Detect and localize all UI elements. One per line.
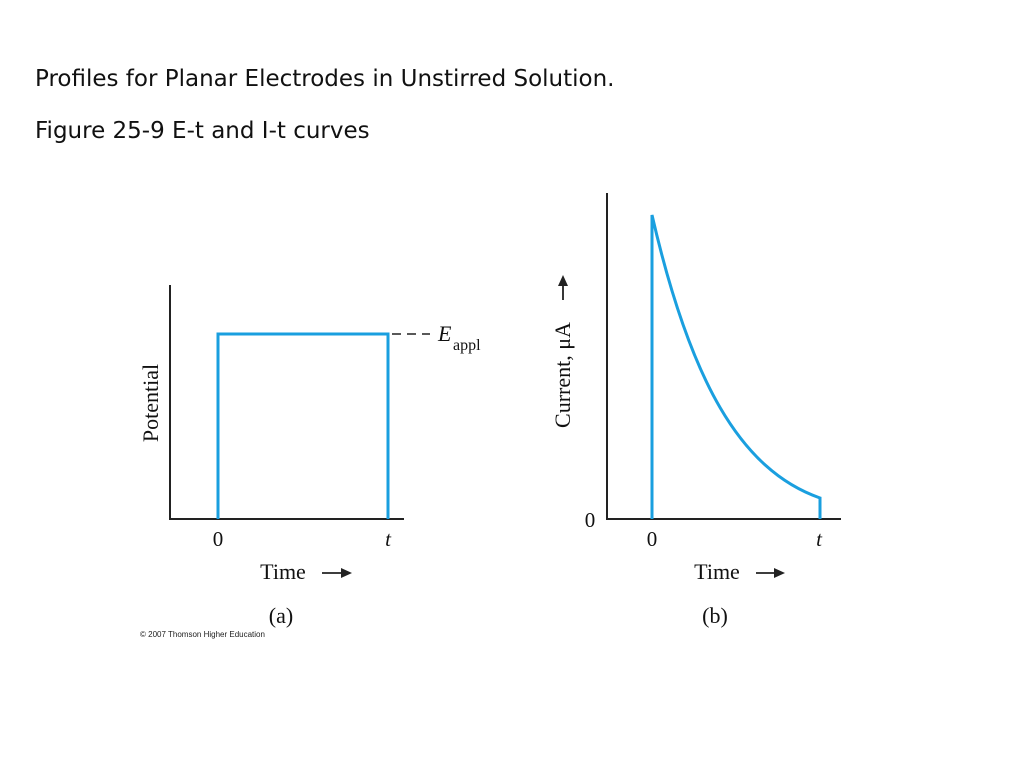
panel-a-eappl-symbol: E [437, 321, 452, 346]
panel-a-label: (a) [269, 603, 293, 628]
panel-a-tick-t: t [385, 527, 392, 551]
panel-b: Current, μA 0 0 t Time (b) [550, 193, 841, 628]
slide-title: Profiles for Planar Electrodes in Unstir… [35, 66, 615, 92]
panel-b-xlabel-arrow-icon [756, 568, 785, 578]
panel-b-current-curve [650, 214, 822, 519]
panel-b-ylabel-arrow-icon [558, 275, 568, 300]
panel-b-tick-0: 0 [647, 527, 658, 551]
copyright-credit: © 2007 Thomson Higher Education [140, 630, 265, 639]
panel-a-eappl-subscript: appl [453, 337, 481, 354]
panel-b-label: (b) [702, 603, 728, 628]
panel-b-ytick-0: 0 [585, 508, 596, 532]
panel-a-ylabel: Potential [138, 364, 163, 442]
figure-caption: Figure 25-9 E-t and I-t curves [35, 118, 370, 144]
panel-b-ylabel: Current, μA [550, 322, 575, 428]
panel-b-tick-t: t [816, 527, 823, 551]
panel-a-tick-0: 0 [213, 527, 224, 551]
panel-a-xlabel-arrow-icon [322, 568, 352, 578]
panel-a-xlabel: Time [260, 559, 306, 584]
panel-a: E appl Potential 0 t Time (a) [138, 285, 481, 628]
panel-a-potential-curve [216, 332, 390, 519]
panel-b-xlabel: Time [694, 559, 740, 584]
